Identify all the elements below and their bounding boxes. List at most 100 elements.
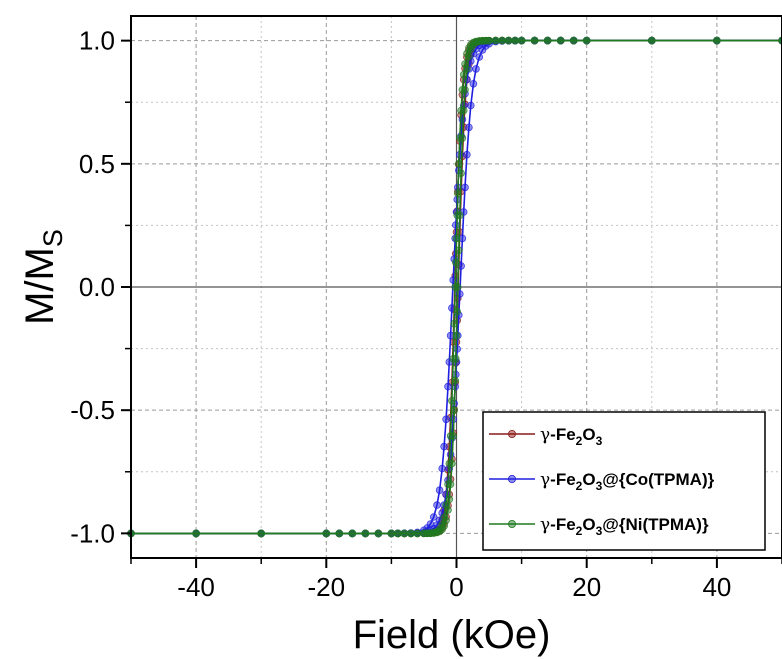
legend-marker <box>507 520 516 529</box>
tick-labels: -40 -20 0 20 40 -1.0 -0.5 0.0 0.5 1.0 <box>70 26 731 602</box>
legend-text-part: O <box>582 515 595 534</box>
data-point <box>442 516 450 525</box>
data-point <box>413 529 422 538</box>
data-point <box>451 221 460 229</box>
data-point <box>387 529 396 538</box>
y-tick-label: -0.5 <box>70 395 115 425</box>
data-point <box>448 459 456 468</box>
data-point <box>374 529 383 538</box>
data-point <box>453 345 462 353</box>
data-point <box>322 529 331 538</box>
y-tick-label: -1.0 <box>70 518 115 548</box>
legend-marker <box>507 474 516 483</box>
data-point <box>511 36 519 45</box>
legend-text-part: @{Ni(TPMA)} <box>602 515 709 534</box>
data-point <box>466 101 475 110</box>
data-point <box>440 442 448 451</box>
x-tick-label: 0 <box>449 572 463 602</box>
data-point <box>452 331 461 340</box>
data-point <box>451 354 460 363</box>
y-tick-label: 1.0 <box>79 26 115 56</box>
legend-text-part: -Fe <box>550 515 576 534</box>
legend-text-part: 2 <box>576 434 583 448</box>
x-tick-label: -20 <box>308 572 346 602</box>
data-point <box>485 36 493 45</box>
data-point <box>498 36 506 45</box>
legend-text-part: 3 <box>596 479 603 493</box>
legend-text-part: -Fe <box>550 425 576 444</box>
data-point <box>192 529 200 538</box>
data-point <box>348 529 357 538</box>
x-tick-label: 40 <box>702 572 731 602</box>
data-point <box>453 307 462 316</box>
data-point <box>455 211 464 220</box>
legend: γ-Fe2O3γ-Fe2O3@{Co(TPMA)}γ-Fe2O3@{Ni(TPM… <box>482 411 766 551</box>
data-point <box>647 36 656 45</box>
data-point <box>472 65 480 73</box>
data-point <box>400 529 409 538</box>
data-point <box>504 36 513 45</box>
data-point <box>469 80 478 88</box>
data-point <box>517 36 526 45</box>
data-point <box>442 415 450 424</box>
data-point <box>543 36 552 45</box>
y-axis-title-main: M/M <box>18 247 62 325</box>
ticks <box>121 39 782 568</box>
legend-marker <box>507 429 516 438</box>
legend-box <box>482 411 766 551</box>
legend-label: γ-Fe2O3 <box>540 425 603 448</box>
data-point <box>459 106 468 115</box>
x-tick-label: -40 <box>177 572 215 602</box>
legend-greek: γ <box>540 515 550 535</box>
data-point <box>463 65 471 73</box>
data-point <box>451 376 460 385</box>
legend-label: γ-Fe2O3@{Co(TPMA)} <box>540 470 715 493</box>
legend-greek: γ <box>540 470 550 490</box>
data-point <box>435 486 444 495</box>
data-point <box>453 283 462 291</box>
y-axis-title: M/MS <box>18 229 68 325</box>
data-point <box>465 52 473 61</box>
data-point <box>457 169 465 178</box>
legend-text-part: 2 <box>576 524 583 538</box>
data-point <box>394 529 402 538</box>
data-point <box>446 480 455 489</box>
data-point <box>433 501 441 509</box>
data-point <box>361 529 370 538</box>
legend-text-part: -Fe <box>550 470 576 489</box>
data-point <box>475 53 484 61</box>
data-point <box>257 529 266 538</box>
y-tick-label: 0.0 <box>79 272 115 302</box>
data-point <box>454 246 463 255</box>
data-point <box>582 36 591 45</box>
data-point <box>569 36 578 45</box>
series-ni <box>127 36 782 538</box>
x-axis-title: Field (kOe) <box>353 613 551 657</box>
legend-text-part: 3 <box>596 524 603 538</box>
data-point <box>407 529 415 538</box>
data-point <box>450 406 459 415</box>
data-point <box>449 432 458 440</box>
data-point <box>491 36 500 45</box>
data-point <box>463 150 471 159</box>
x-tick-label: 20 <box>572 572 601 602</box>
data-point <box>444 506 452 514</box>
data-point <box>458 134 467 142</box>
series-layer <box>127 36 782 538</box>
legend-text-part: O <box>582 425 595 444</box>
legend-text-part: @{Co(TPMA)} <box>602 470 714 489</box>
legend-text-part: 2 <box>576 479 583 493</box>
legend-greek: γ <box>540 425 550 445</box>
data-point <box>461 183 469 192</box>
data-point <box>438 464 447 473</box>
data-point <box>429 513 438 521</box>
legend-label: γ-Fe2O3@{Ni(TPMA)} <box>540 515 709 538</box>
legend-text-part: 3 <box>596 434 603 448</box>
y-tick-label: 0.5 <box>79 149 115 179</box>
data-point <box>530 36 539 45</box>
data-point <box>465 123 473 132</box>
y-axis-title-sub: S <box>38 229 68 247</box>
data-point <box>461 86 469 94</box>
data-point <box>444 382 452 391</box>
